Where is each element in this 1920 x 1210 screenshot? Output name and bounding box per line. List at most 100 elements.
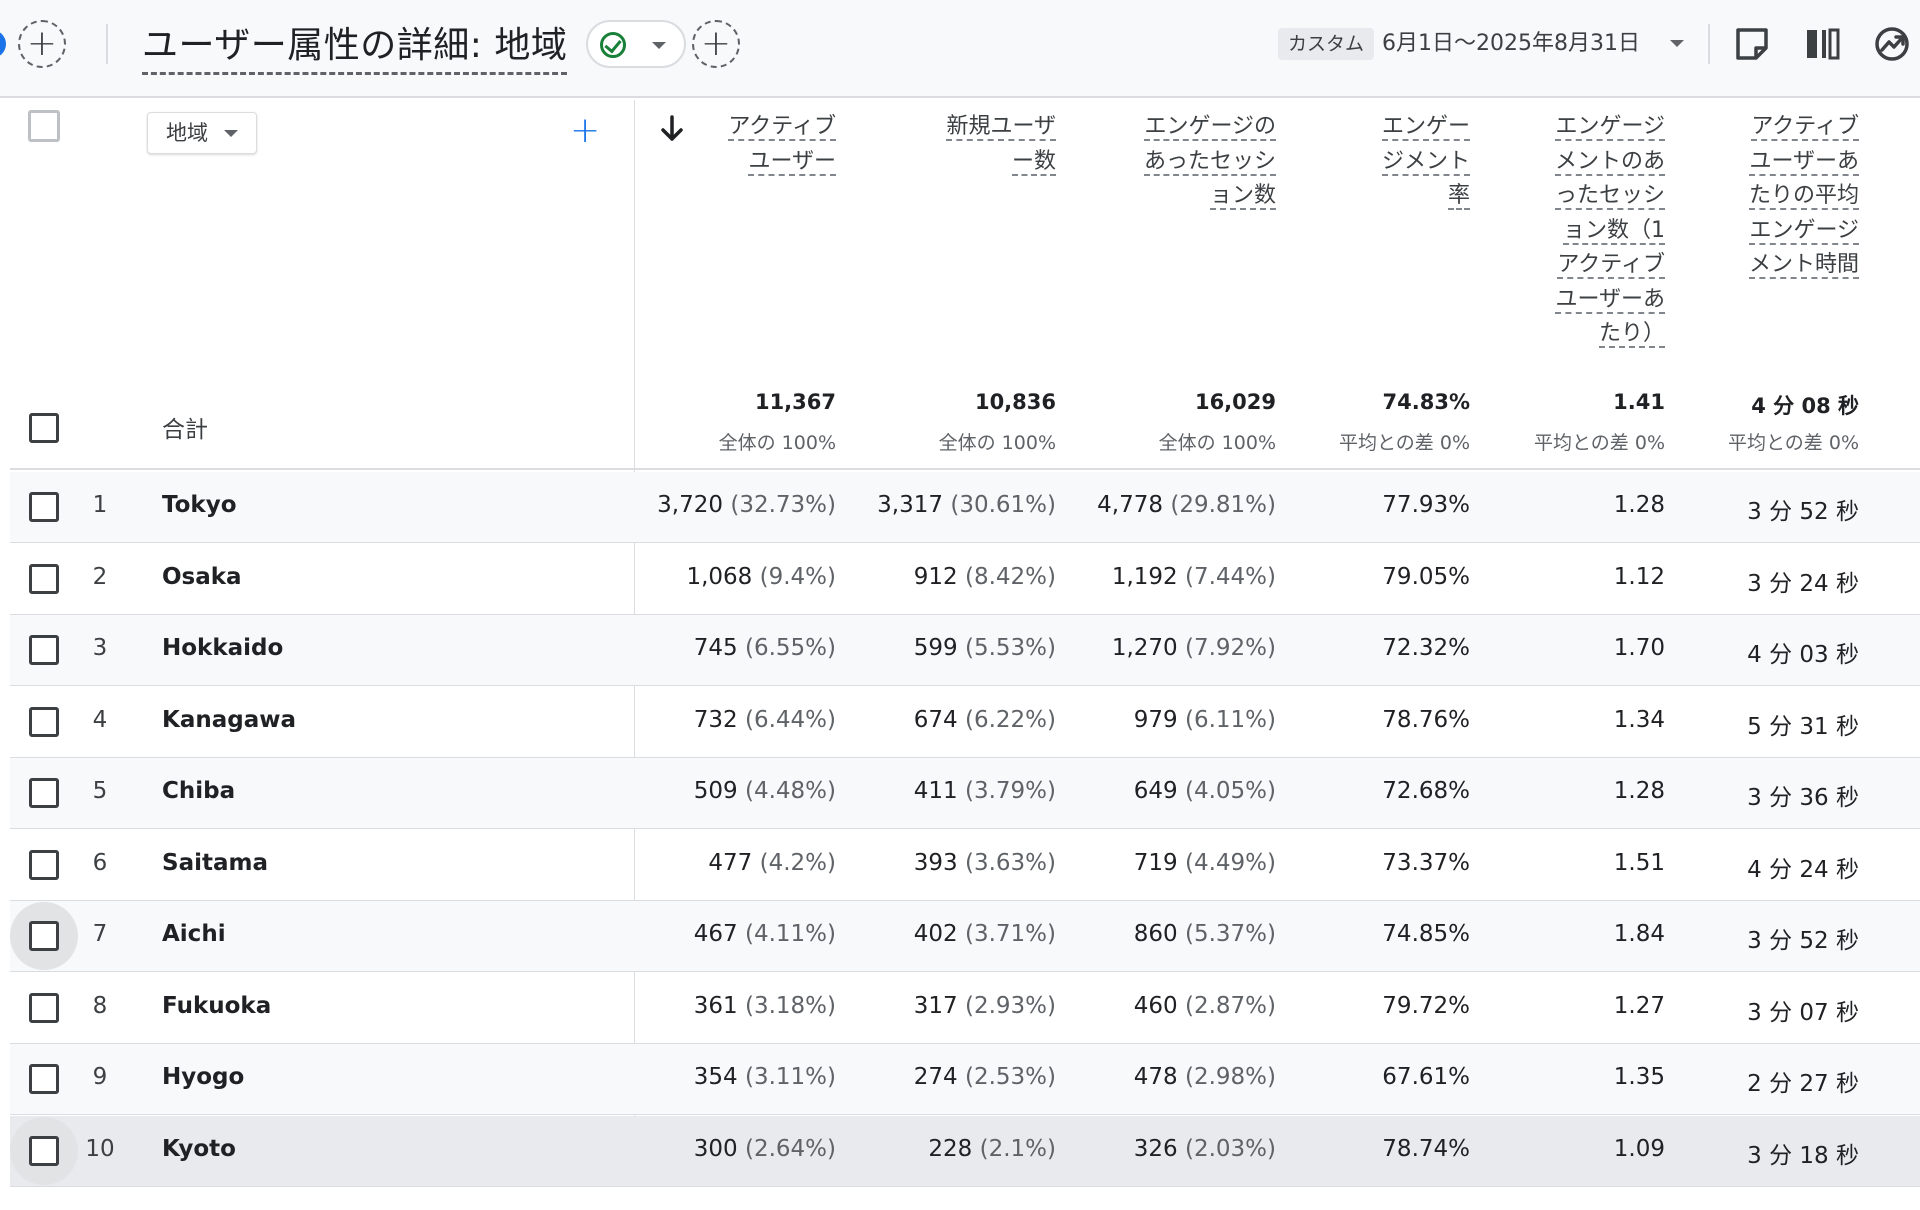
region-name[interactable]: Fukuoka — [162, 992, 272, 1019]
cell-active-users: 300 (2.64%) — [694, 1136, 836, 1162]
cell-value: 3,317 — [877, 492, 944, 518]
sort-descending-icon[interactable] — [660, 114, 684, 144]
column-header-line: たり） — [1598, 321, 1665, 348]
date-range-label[interactable]: 6月1日～2025年8月31日 — [1382, 31, 1640, 56]
add-comparison-button[interactable]: + — [18, 20, 66, 68]
table-row[interactable]: 8 Fukuoka 361 (3.18%) 317 (2.93%) 460 (2… — [10, 973, 1920, 1044]
cell-new-users: 274 (2.53%) — [914, 1064, 1056, 1090]
row-checkbox[interactable] — [29, 635, 59, 665]
cell-value: 354 — [693, 1064, 738, 1090]
region-name[interactable]: Aichi — [162, 921, 226, 947]
cell-avg-engagement-time: 5 分 31 秒 — [1747, 713, 1859, 740]
column-header-line: エンゲージの — [1144, 114, 1276, 141]
column-header-engaged-sessions[interactable]: エンゲージの あったセッシ ョン数 — [1143, 110, 1276, 214]
date-range-type-badge: カスタム — [1278, 28, 1375, 60]
cell-sessions-per-user: 1.27 — [1613, 992, 1665, 1019]
region-name[interactable]: Tokyo — [162, 492, 237, 518]
cell-value: 674 — [913, 706, 958, 733]
cell-value: 393 — [913, 849, 958, 876]
column-header-line: 新規ユーザ — [946, 114, 1056, 141]
cell-percent: (32.73%) — [730, 492, 836, 518]
cell-value: 460 — [1133, 992, 1178, 1019]
column-header-avg-engagement-time[interactable]: アクティブ ユーザーあ たりの平均 エンゲージ メント時間 — [1748, 110, 1859, 283]
row-checkbox[interactable] — [29, 992, 59, 1023]
cell-percent: (5.53%) — [964, 635, 1056, 661]
total-active-users: 11,367 — [754, 390, 836, 414]
cell-sessions-per-user: 1.28 — [1613, 492, 1665, 518]
add-dimension-button[interactable]: + — [570, 110, 601, 151]
region-name[interactable]: Osaka — [162, 563, 242, 590]
table-row[interactable]: 3 Hokkaido 745 (6.55%) 599 (5.53%) 1,270… — [10, 615, 1920, 686]
cell-value: 300 — [693, 1135, 738, 1162]
region-name[interactable]: Kanagawa — [162, 706, 296, 733]
row-checkbox[interactable] — [29, 778, 59, 808]
note-icon[interactable] — [1732, 24, 1772, 64]
table-row[interactable]: 9 Hyogo 354 (3.11%) 274 (2.53%) 478 (2.9… — [10, 1044, 1920, 1115]
cell-engagement-rate: 78.74% — [1382, 1135, 1470, 1162]
columns-icon[interactable] — [1802, 24, 1842, 64]
region-name[interactable]: Saitama — [162, 849, 268, 876]
table-row[interactable]: 6 Saitama 477 (4.2%) 393 (3.63%) 719 (4.… — [10, 830, 1920, 901]
select-all-checkbox-disabled[interactable] — [28, 110, 60, 142]
column-header-active-users[interactable]: アクティブ ユーザー — [728, 110, 836, 179]
cell-sessions-per-user: 1.51 — [1613, 849, 1665, 876]
dimension-selector[interactable]: 地域 — [147, 112, 257, 154]
total-new-users-share: 全体の 100% — [938, 432, 1056, 454]
column-header-line: あったセッシ — [1143, 148, 1276, 176]
region-name[interactable]: Chiba — [162, 778, 236, 804]
cell-sessions-per-user: 1.09 — [1613, 1135, 1665, 1162]
cell-value: 478 — [1133, 1064, 1178, 1090]
column-header-engaged-sessions-per-user[interactable]: エンゲージ メントのあ ったセッシ ョン数（1 アクティブ ユーザーあ たり） — [1554, 110, 1665, 352]
region-name[interactable]: Hokkaido — [162, 635, 284, 661]
table-row[interactable]: 7 Aichi 467 (4.11%) 402 (3.71%) 860 (5.3… — [10, 901, 1920, 972]
row-checkbox[interactable] — [29, 1135, 59, 1166]
cell-new-users: 3,317 (30.61%) — [877, 492, 1056, 518]
report-status-dropdown[interactable] — [586, 20, 686, 68]
region-name[interactable]: Kyoto — [162, 1135, 236, 1162]
cell-value: 649 — [1133, 778, 1178, 804]
trending-icon[interactable] — [1872, 24, 1912, 64]
column-header-engagement-rate[interactable]: エンゲー ジメント 率 — [1381, 110, 1470, 214]
region-name[interactable]: Hyogo — [162, 1064, 245, 1090]
row-checkbox[interactable] — [29, 706, 59, 737]
column-header-new-users[interactable]: 新規ユーザ ー数 — [946, 110, 1056, 179]
total-sessions-per-user: 1.41 — [1613, 390, 1665, 414]
totals-checkbox[interactable] — [29, 413, 59, 443]
cell-percent: (2.03%) — [1184, 1135, 1276, 1162]
cell-engagement-rate: 77.93% — [1382, 492, 1470, 518]
cell-avg-engagement-time: 4 分 03 秒 — [1747, 642, 1859, 668]
cell-active-users: 361 (3.18%) — [694, 993, 836, 1019]
column-header-line: エンゲージ — [1749, 217, 1859, 245]
cell-engagement-rate: 72.68% — [1382, 778, 1470, 804]
row-checkbox[interactable] — [29, 921, 59, 951]
row-checkbox[interactable] — [29, 849, 59, 880]
table-row[interactable]: 4 Kanagawa 732 (6.44%) 674 (6.22%) 979 (… — [10, 687, 1920, 758]
row-rank: 1 — [92, 492, 108, 518]
row-rank: 5 — [92, 778, 108, 804]
table-row[interactable]: 1 Tokyo 3,720 (32.73%) 3,317 (30.61%) 4,… — [10, 472, 1920, 543]
table-row[interactable]: 10 Kyoto 300 (2.64%) 228 (2.1%) 326 (2.0… — [10, 1115, 1920, 1187]
row-checkbox[interactable] — [29, 1064, 59, 1094]
total-active-users-share: 全体の 100% — [718, 432, 836, 454]
cell-value: 745 — [693, 635, 738, 661]
date-range-chevron-icon[interactable] — [1670, 40, 1684, 47]
cell-engaged-sessions: 719 (4.49%) — [1134, 850, 1276, 876]
nav-indicator[interactable] — [0, 30, 6, 58]
cell-value: 411 — [913, 778, 958, 804]
cell-percent: (4.48%) — [744, 778, 836, 804]
table-header: 地域 + アクティブ ユーザー 新規ユーザ ー数 エンゲージの あったセッシ ョ… — [10, 100, 1920, 470]
cell-active-users: 354 (3.11%) — [694, 1064, 836, 1090]
add-filter-button[interactable]: + — [692, 20, 740, 68]
column-header-line: ユーザーあ — [1555, 286, 1665, 314]
table-row[interactable]: 5 Chiba 509 (4.48%) 411 (3.79%) 649 (4.0… — [10, 758, 1920, 829]
cell-engaged-sessions: 326 (2.03%) — [1134, 1136, 1276, 1162]
row-checkbox[interactable] — [29, 492, 59, 522]
cell-value: 467 — [693, 921, 738, 947]
column-header-line: たりの平均 — [1748, 183, 1859, 210]
cell-percent: (4.05%) — [1184, 778, 1276, 804]
cell-percent: (6.11%) — [1184, 706, 1276, 733]
row-checkbox[interactable] — [29, 563, 59, 594]
cell-value: 1,068 — [686, 563, 753, 590]
table-row[interactable]: 2 Osaka 1,068 (9.4%) 912 (8.42%) 1,192 (… — [10, 544, 1920, 615]
cell-percent: (3.71%) — [964, 921, 1056, 947]
